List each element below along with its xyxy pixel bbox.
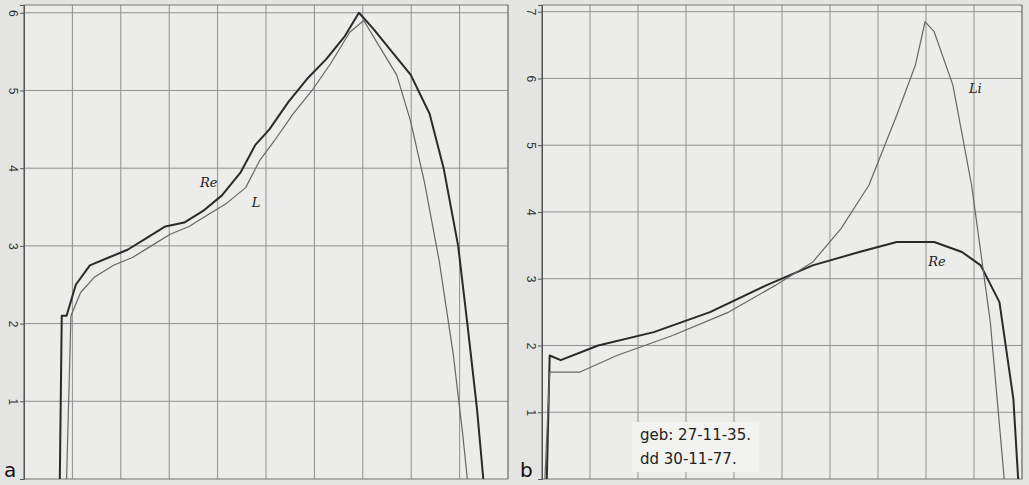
tick: 1	[6, 398, 24, 405]
grid-line-x	[120, 5, 121, 479]
plot-background	[542, 5, 1022, 479]
y-axis: 1 2 3 4 5 6	[6, 6, 25, 480]
tick-label: 4	[6, 165, 20, 172]
grid-line-y	[542, 211, 1022, 212]
panel: 1 2 3 4 5 6 7 Re Li geb: 27-11-35. dd 30-11-77. b	[520, 5, 1022, 482]
grid-line-x	[217, 5, 218, 479]
tick: 5	[524, 142, 542, 149]
y-axis: 1 2 3 4 5 6 7	[524, 6, 543, 480]
grid-line-x	[974, 5, 975, 479]
annotation: geb: 27-11-35.	[640, 426, 751, 444]
grid-line-x	[362, 5, 363, 479]
lines	[545, 22, 1018, 479]
panel: 1 2 3 4 5 6 Re La	[4, 5, 508, 482]
grid-line-x	[878, 5, 879, 479]
lines	[60, 13, 484, 479]
tick-label: 2	[524, 343, 538, 350]
grid-line-y	[542, 345, 1022, 346]
grid-line-y	[542, 11, 1022, 12]
grid-line-x	[638, 5, 639, 479]
tick: 6	[6, 10, 24, 17]
grid-line-y	[24, 12, 508, 13]
series-line	[60, 13, 484, 479]
plot-frame	[542, 5, 1022, 479]
tick-label: 3	[524, 276, 538, 283]
series-label: L	[251, 195, 261, 210]
series-label: Li	[968, 81, 982, 96]
series-line	[545, 22, 1004, 479]
grid-line-y	[542, 412, 1022, 413]
series-label: Re	[199, 175, 218, 190]
grid-line-x	[314, 5, 315, 479]
tick: 3	[6, 243, 24, 250]
grid-line-y	[24, 401, 508, 402]
grid	[542, 5, 1022, 479]
grid-line-x	[72, 5, 73, 479]
grid-line-y	[24, 168, 508, 169]
tick-label: 4	[524, 209, 538, 216]
grid-line-x	[686, 5, 687, 479]
annotation-group: geb: 27-11-35. dd 30-11-77.	[632, 422, 759, 472]
tick: 4	[524, 209, 542, 216]
tick: 5	[6, 88, 24, 95]
tick-label: 3	[6, 243, 20, 250]
tick-label: 5	[524, 142, 538, 149]
tick-label: 6	[6, 10, 20, 17]
tick-label: 5	[6, 88, 20, 95]
plot-frame	[24, 5, 508, 479]
grid-line-y	[24, 90, 508, 91]
tick-label: 6	[524, 76, 538, 83]
series-label: Re	[927, 254, 946, 269]
tick: 7	[524, 9, 542, 16]
tick-label: 1	[524, 409, 538, 416]
grid	[24, 5, 508, 479]
series-line	[547, 242, 1018, 479]
tick: 3	[524, 276, 542, 283]
grid-line-x	[169, 5, 170, 479]
tick: 6	[524, 76, 542, 83]
annotation-patch	[632, 422, 759, 472]
tick: 2	[524, 343, 542, 350]
annotation: dd 30-11-77.	[640, 450, 737, 468]
tick-label: 7	[524, 9, 538, 16]
grid-line-y	[24, 245, 508, 246]
tick: 1	[524, 409, 542, 416]
tick: 4	[6, 165, 24, 172]
tick-label: 2	[6, 321, 20, 328]
grid-line-x	[734, 5, 735, 479]
series-line	[67, 21, 468, 479]
figure: 1 2 3 4 5 6 Re La 1 2 3 4 5 6 7 Re Li geb: 27-11-35. dd 30…	[0, 0, 1029, 485]
panel-letter: b	[520, 458, 533, 482]
panel-letter: a	[4, 458, 16, 482]
plot-background	[24, 5, 508, 479]
grid-line-x	[782, 5, 783, 479]
grid-line-x	[266, 5, 267, 479]
grid-line-y	[542, 145, 1022, 146]
tick: 2	[6, 321, 24, 328]
tick-label: 1	[6, 398, 20, 405]
grid-line-y	[24, 323, 508, 324]
grid-line-x	[590, 5, 591, 479]
